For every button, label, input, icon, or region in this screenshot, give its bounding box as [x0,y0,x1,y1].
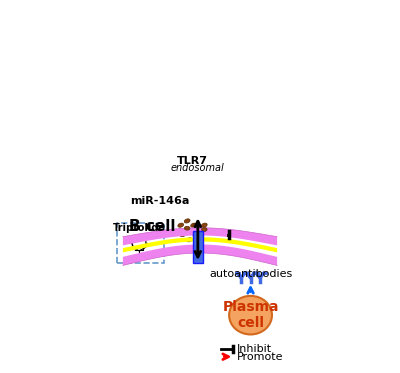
Ellipse shape [172,151,224,177]
Ellipse shape [195,228,201,232]
Ellipse shape [202,228,207,231]
FancyBboxPatch shape [117,223,164,263]
Bar [194,141,202,150]
Ellipse shape [206,162,210,164]
Ellipse shape [180,232,186,237]
Ellipse shape [192,92,201,101]
Text: p: p [176,112,181,117]
Ellipse shape [193,232,199,237]
Text: miR-146a: miR-146a [130,196,189,206]
Text: Plasma
cell: Plasma cell [222,300,279,330]
Polygon shape [123,244,277,266]
Text: autoantibodies: autoantibodies [209,269,292,279]
Text: p65: p65 [189,93,204,99]
Ellipse shape [184,219,190,223]
Text: TLR7: TLR7 [177,156,208,166]
Ellipse shape [190,88,198,95]
Ellipse shape [178,92,195,106]
Text: NF-κB: NF-κB [172,94,200,103]
FancyBboxPatch shape [176,109,202,119]
Ellipse shape [193,223,198,227]
Ellipse shape [184,228,190,232]
Ellipse shape [191,223,196,227]
Text: MyD88: MyD88 [166,125,200,134]
Polygon shape [123,237,277,253]
Ellipse shape [184,226,190,230]
Ellipse shape [186,238,192,242]
Text: Inhibit: Inhibit [236,344,272,354]
Text: endosomal: endosomal [171,163,225,173]
Text: Triptolide: Triptolide [113,223,166,233]
Text: IRAK1: IRAK1 [173,109,206,119]
Bar [193,231,202,263]
Text: Promote: Promote [236,352,283,362]
Ellipse shape [178,223,184,227]
Polygon shape [123,228,277,245]
Ellipse shape [229,296,272,335]
Ellipse shape [196,250,200,254]
Text: B cell: B cell [129,219,176,233]
Polygon shape [174,125,194,134]
Ellipse shape [201,223,207,227]
